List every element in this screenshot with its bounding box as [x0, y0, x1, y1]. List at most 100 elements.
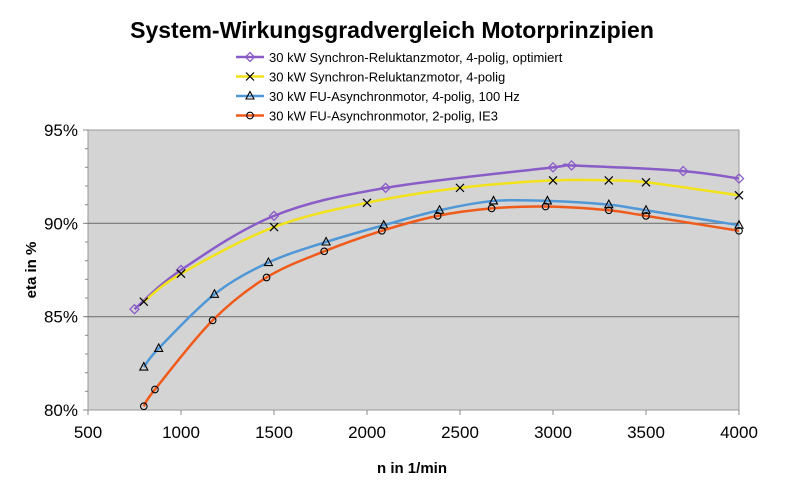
series-triangle	[138, 195, 744, 371]
diamond-marker	[677, 165, 689, 177]
circle-marker	[642, 212, 650, 220]
x-stroke	[269, 222, 279, 232]
x-tick-label: 500	[74, 423, 102, 442]
series-x	[139, 175, 744, 307]
triangle-marker	[153, 342, 164, 352]
series-line	[133, 163, 740, 311]
x-axis-label: n in 1/min	[377, 460, 447, 477]
circle-shape	[642, 212, 650, 220]
diamond-shape	[677, 165, 689, 177]
circle-shape	[735, 226, 743, 235]
x-stroke	[139, 297, 149, 307]
legend-label: 30 kW Synchron-Reluktanzmotor, 4-polig	[269, 70, 505, 85]
plot-area	[87, 129, 740, 411]
y-tick-label: 85%	[44, 308, 78, 327]
y-tick-label: 80%	[44, 401, 78, 420]
series-line	[143, 178, 740, 303]
legend-item: 30 kW FU-Asynchronmotor, 4-polig, 100 Hz	[236, 89, 520, 104]
chart-title: System-Wirkungsgradvergleich Motorprinzi…	[130, 17, 654, 43]
diamond-shape	[733, 173, 745, 184]
triangle-shape	[245, 90, 255, 100]
diamond-marker	[380, 182, 392, 194]
series-circle	[139, 202, 743, 411]
x-tick-label: 4000	[720, 423, 758, 442]
diamond-marker	[566, 160, 578, 171]
circle-marker	[433, 212, 442, 220]
circle-marker	[735, 226, 743, 235]
triangle-marker	[321, 236, 331, 246]
circle-marker	[378, 226, 386, 235]
triangle-marker	[603, 198, 614, 209]
circle-shape	[139, 402, 148, 411]
circle-shape	[262, 273, 271, 282]
diamond-marker	[129, 303, 140, 315]
circle-marker	[151, 385, 159, 394]
x-marker	[548, 175, 558, 185]
circle-shape	[208, 316, 217, 325]
triangle-shape	[263, 256, 274, 267]
diamond-marker	[244, 51, 256, 63]
x-stroke	[734, 190, 744, 200]
x-tick-label: 3000	[534, 423, 572, 442]
x-tick-label: 1500	[255, 423, 293, 442]
circle-shape	[151, 385, 159, 394]
x-marker	[362, 198, 372, 208]
x-stroke	[176, 269, 186, 279]
triangle-shape	[641, 204, 651, 214]
legend-label: 30 kW Synchron-Reluktanzmotor, 4-polig, …	[269, 50, 563, 65]
triangle-shape	[603, 198, 614, 209]
diamond-shape	[547, 161, 559, 173]
x-marker	[269, 222, 279, 232]
circle-marker	[541, 202, 550, 211]
x-stroke	[245, 72, 255, 81]
circle-shape	[487, 204, 496, 213]
diamond-shape	[566, 160, 578, 171]
legend-item: 30 kW Synchron-Reluktanzmotor, 4-polig, …	[236, 50, 563, 65]
series-line	[142, 205, 740, 407]
y-tick-label: 95%	[44, 121, 78, 140]
triangle-marker	[138, 361, 149, 371]
triangle-shape	[734, 219, 744, 229]
circle-marker	[604, 206, 613, 215]
x-tick-label: 1000	[162, 423, 200, 442]
triangle-marker	[641, 204, 651, 214]
x-marker	[139, 297, 149, 307]
diamond-marker	[268, 210, 280, 222]
triangle-marker	[488, 195, 499, 205]
circle-shape	[541, 202, 550, 211]
diamond-marker	[547, 161, 559, 173]
series-line	[142, 198, 740, 368]
x-tick-label: 2500	[441, 423, 479, 442]
circle-shape	[320, 247, 329, 256]
legend-label: 30 kW FU-Asynchronmotor, 2-polig, IE3	[269, 109, 498, 124]
y-tick-label: 90%	[44, 214, 78, 233]
y-axis-label: eta in %	[23, 242, 40, 299]
circle-marker	[139, 402, 148, 411]
circle-shape	[433, 212, 442, 220]
x-stroke	[548, 175, 558, 185]
x-stroke	[362, 198, 372, 208]
circle-marker	[208, 316, 217, 325]
x-marker	[455, 183, 465, 193]
diamond-shape	[268, 210, 280, 222]
circle-marker	[487, 204, 496, 213]
legend-item: 30 kW FU-Asynchronmotor, 2-polig, IE3	[236, 109, 498, 124]
triangle-marker	[245, 90, 255, 100]
triangle-shape	[209, 288, 220, 298]
x-stroke	[455, 183, 465, 193]
legend-item: 30 kW Synchron-Reluktanzmotor, 4-polig	[236, 70, 505, 85]
diamond-shape	[129, 303, 140, 315]
x-marker	[604, 175, 614, 185]
triangle-marker	[209, 288, 220, 298]
diamond-shape	[244, 51, 256, 63]
triangle-shape	[138, 361, 149, 371]
circle-shape	[246, 111, 254, 120]
circle-shape	[378, 226, 386, 235]
diamond-marker	[733, 173, 745, 184]
triangle-marker	[263, 256, 274, 267]
x-marker	[176, 269, 186, 279]
triangle-shape	[321, 236, 331, 246]
circle-shape	[604, 206, 613, 215]
